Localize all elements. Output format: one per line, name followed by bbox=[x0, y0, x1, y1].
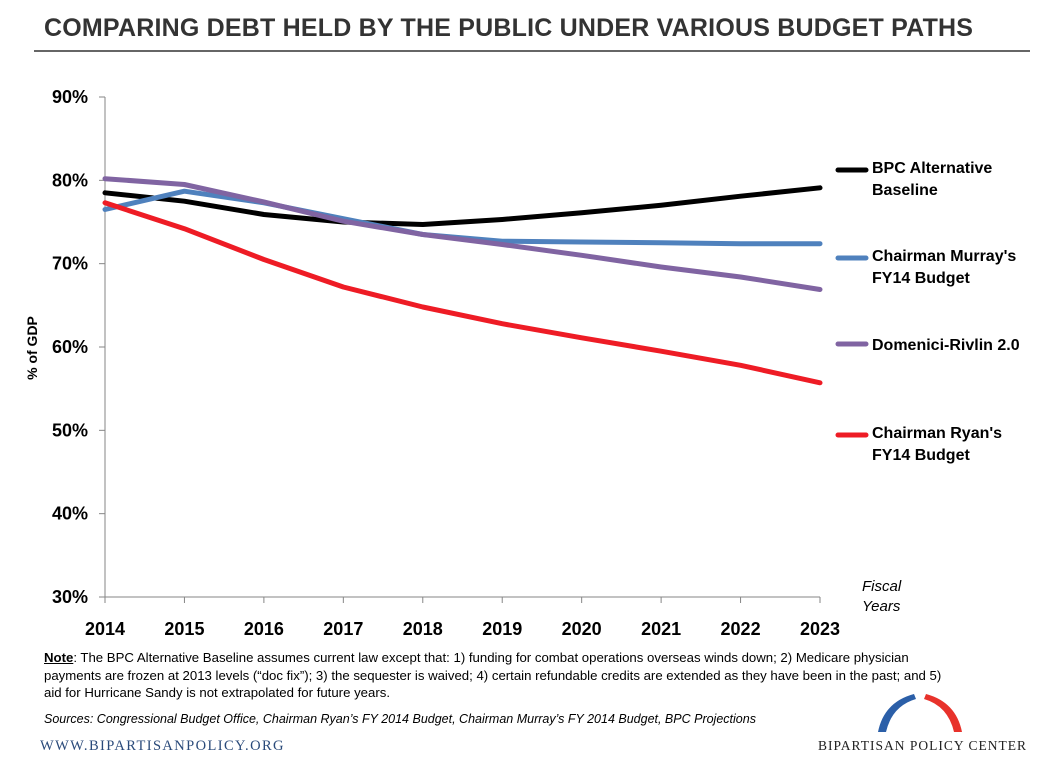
x-tick-label: 2023 bbox=[800, 619, 840, 639]
bpc-logo-icon bbox=[878, 694, 962, 732]
x-tick-label: 2020 bbox=[562, 619, 602, 639]
legend-label: Chairman Ryan's bbox=[872, 425, 1002, 442]
series-line-3 bbox=[102, 200, 823, 386]
legend-label: FY14 Budget bbox=[872, 270, 970, 287]
y-tick-label: 50% bbox=[52, 420, 88, 440]
y-tick-label: 60% bbox=[52, 337, 88, 357]
x-tick-label: 2019 bbox=[482, 619, 522, 639]
note-label: Note bbox=[44, 650, 74, 665]
x-tick-label: 2022 bbox=[721, 619, 761, 639]
y-axis-title: % of GDP bbox=[24, 316, 40, 380]
legend-label: Domenici-Rivlin 2.0 bbox=[872, 337, 1020, 354]
sources-text: Sources: Congressional Budget Office, Ch… bbox=[44, 712, 756, 726]
y-tick-label: 70% bbox=[52, 254, 88, 274]
x-tick-label: 2016 bbox=[244, 619, 284, 639]
legend-label: BPC Alternative bbox=[872, 160, 992, 177]
x-axis-title: Fiscal bbox=[862, 578, 902, 595]
organization-name: BIPARTISAN POLICY CENTER bbox=[818, 738, 1027, 753]
legend-label: Baseline bbox=[872, 182, 938, 199]
note-text: : The BPC Alternative Baseline assumes c… bbox=[44, 650, 942, 700]
legend-label: FY14 Budget bbox=[872, 447, 970, 464]
x-tick-label: 2015 bbox=[164, 619, 204, 639]
website-link[interactable]: WWW.BIPARTISANPOLICY.ORG bbox=[40, 738, 285, 754]
legend-label: Chairman Murray's bbox=[872, 248, 1016, 265]
x-tick-label: 2021 bbox=[641, 619, 681, 639]
x-axis-title: Years bbox=[862, 598, 901, 615]
footnote: Note: The BPC Alternative Baseline assum… bbox=[44, 649, 944, 702]
chart-title: COMPARING DEBT HELD BY THE PUBLIC UNDER … bbox=[44, 14, 974, 42]
series-line-2 bbox=[102, 176, 823, 292]
x-tick-label: 2018 bbox=[403, 619, 443, 639]
series-line-0 bbox=[102, 185, 823, 227]
title-divider bbox=[34, 50, 1030, 52]
y-tick-label: 40% bbox=[52, 504, 88, 524]
y-tick-label: 80% bbox=[52, 170, 88, 190]
y-tick-label: 30% bbox=[52, 587, 88, 607]
y-tick-label: 90% bbox=[52, 87, 88, 107]
x-tick-label: 2017 bbox=[323, 619, 363, 639]
x-tick-label: 2014 bbox=[85, 619, 125, 639]
